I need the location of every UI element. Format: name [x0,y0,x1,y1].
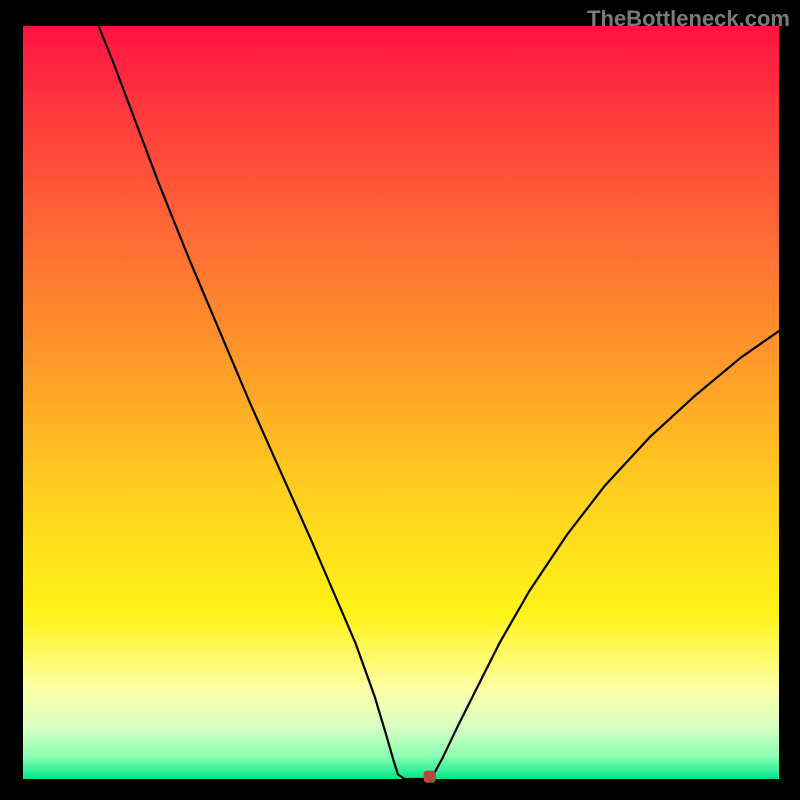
watermark-label: TheBottleneck.com [587,6,790,32]
optimal-point-marker [424,771,436,783]
bottleneck-curve-chart [0,0,800,800]
plot-gradient-background [23,26,779,779]
chart-frame: TheBottleneck.com [0,0,800,800]
